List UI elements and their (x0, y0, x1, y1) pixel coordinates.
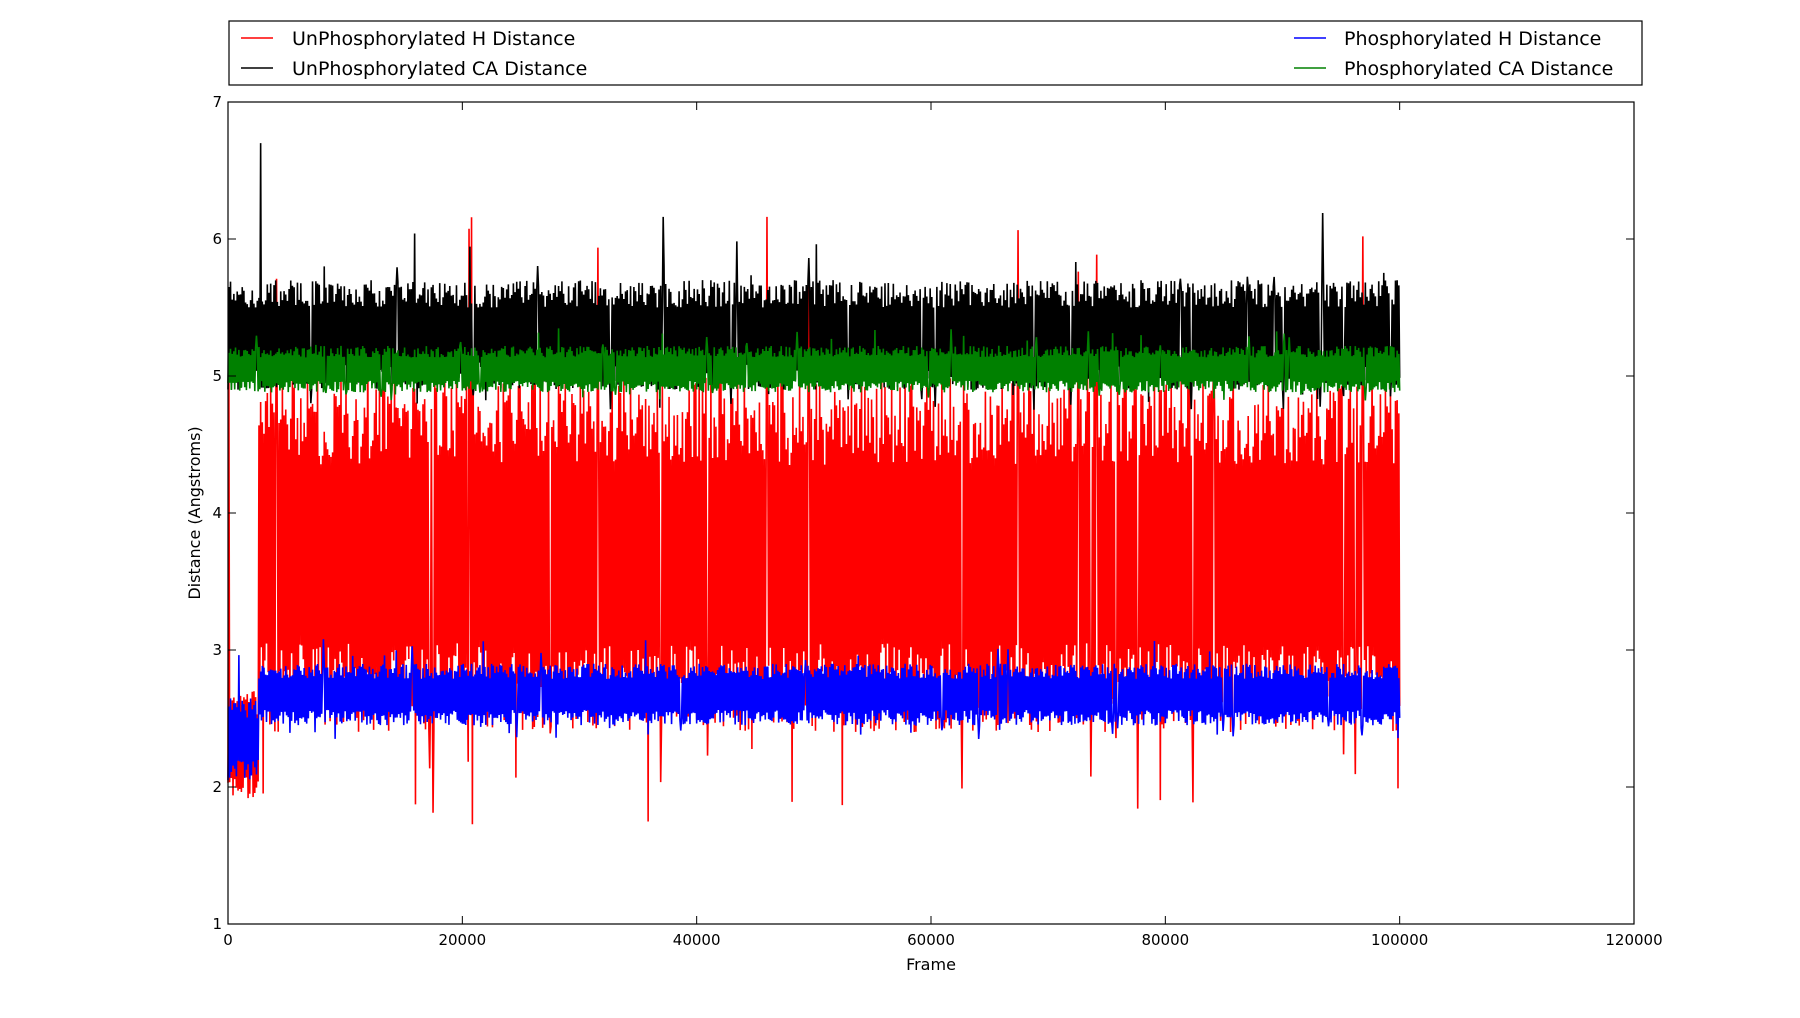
legend-label-phos-h: Phosphorylated H Distance (1344, 28, 1601, 50)
y-axis-label: Distance (Angstroms) (185, 426, 204, 599)
y-tick-label: 6 (212, 230, 222, 248)
legend: UnPhosphorylated H Distance UnPhosphoryl… (228, 20, 1643, 86)
y-axis: 1 2 3 4 5 6 7 (212, 93, 1634, 933)
x-tick-label: 40000 (673, 931, 721, 949)
x-tick-label: 100000 (1371, 931, 1428, 949)
y-tick-label: 2 (212, 778, 222, 796)
x-tick-label: 0 (223, 931, 233, 949)
legend-label-phos-ca: Phosphorylated CA Distance (1344, 58, 1613, 80)
x-axis-label: Frame (906, 955, 956, 974)
legend-frame (228, 20, 1643, 86)
series-phos-ca (227, 328, 1401, 401)
y-tick-label: 7 (212, 93, 222, 111)
legend-label-unphos-ca: UnPhosphorylated CA Distance (292, 58, 587, 80)
y-tick-label: 1 (212, 915, 222, 933)
y-tick-label: 3 (212, 641, 222, 659)
y-tick-label: 5 (212, 367, 222, 385)
x-tick-label: 60000 (907, 931, 955, 949)
x-axis: 0 20000 40000 60000 80000 100000 120000 (223, 102, 1663, 949)
legend-label-unphos-h: UnPhosphorylated H Distance (292, 28, 575, 50)
x-tick-label: 20000 (438, 931, 486, 949)
x-tick-label: 120000 (1605, 931, 1662, 949)
y-tick-label: 4 (212, 504, 222, 522)
x-tick-label: 80000 (1141, 931, 1189, 949)
series-layer (227, 143, 1401, 825)
series-phos-h (227, 639, 1401, 780)
